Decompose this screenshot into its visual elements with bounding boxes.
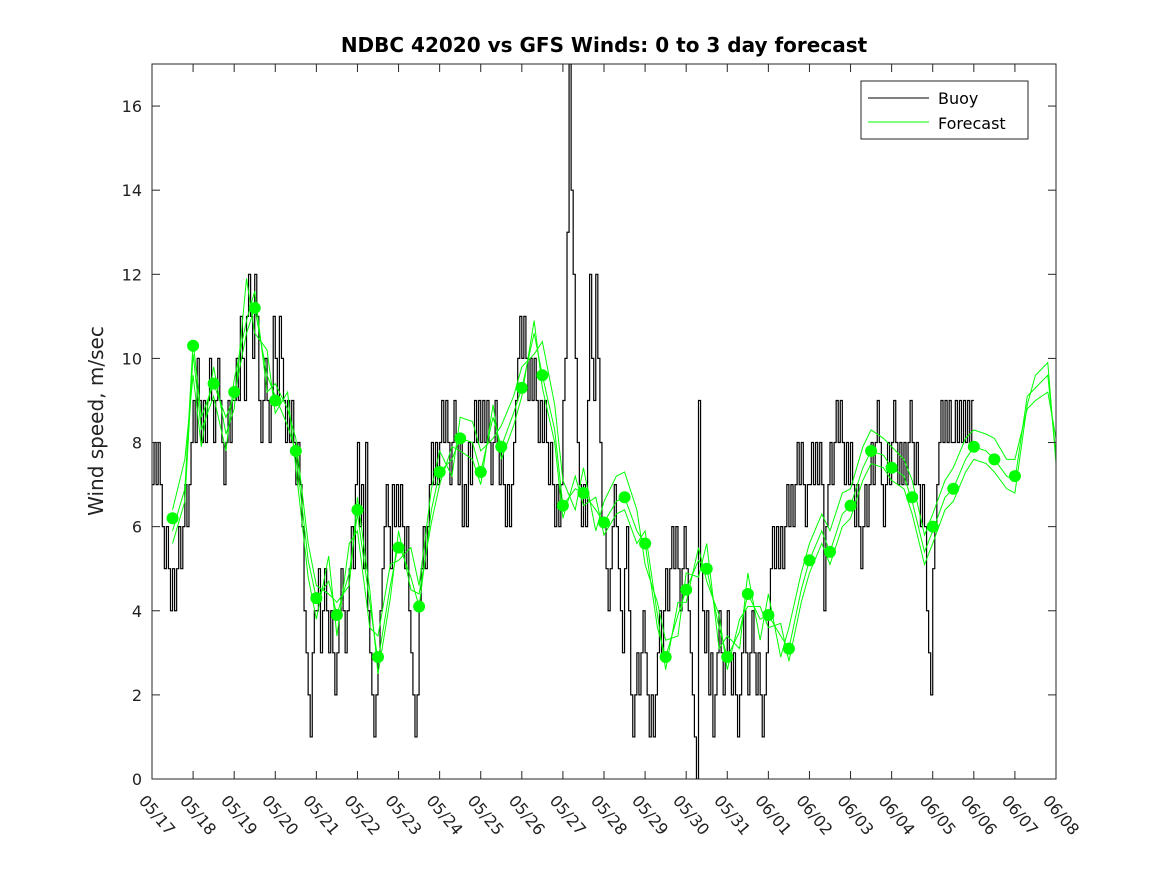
forecast-series-line-3 bbox=[172, 290, 1056, 674]
buoy-series-line bbox=[152, 64, 974, 779]
y-tick-label: 0 bbox=[132, 770, 142, 789]
x-tick-label: 05/28 bbox=[587, 791, 631, 839]
y-tick-label: 2 bbox=[132, 686, 142, 705]
forecast-marker bbox=[782, 642, 795, 655]
x-tick-label: 05/31 bbox=[710, 791, 754, 839]
x-tick-label: 05/22 bbox=[340, 791, 384, 839]
x-tick-label: 06/05 bbox=[916, 791, 960, 839]
y-tick-label: 16 bbox=[122, 97, 142, 116]
plot-area bbox=[152, 64, 1056, 779]
x-tick-label: 06/03 bbox=[833, 791, 877, 839]
forecast-marker bbox=[187, 339, 200, 352]
forecast-marker bbox=[639, 537, 652, 550]
x-tick-label: 05/30 bbox=[669, 791, 713, 839]
forecast-marker bbox=[228, 386, 241, 399]
x-tick-label: 05/29 bbox=[628, 791, 672, 839]
forecast-marker bbox=[844, 499, 857, 512]
forecast-marker bbox=[865, 444, 878, 457]
forecast-marker bbox=[803, 554, 816, 567]
forecast-marker bbox=[248, 301, 261, 314]
y-tick-label: 6 bbox=[132, 518, 142, 537]
y-tick-label: 10 bbox=[122, 349, 142, 368]
y-tick-label: 12 bbox=[122, 265, 142, 284]
y-tick-label: 14 bbox=[122, 181, 142, 200]
forecast-marker bbox=[536, 369, 549, 382]
forecast-marker bbox=[289, 444, 302, 457]
forecast-marker bbox=[351, 503, 364, 516]
forecast-marker bbox=[372, 651, 384, 664]
forecast-marker bbox=[598, 516, 610, 529]
forecast-marker bbox=[1008, 470, 1021, 483]
y-tick-label: 4 bbox=[132, 602, 142, 621]
legend: Buoy Forecast bbox=[860, 80, 1029, 140]
forecast-marker bbox=[392, 541, 405, 554]
x-tick-label: 05/17 bbox=[135, 791, 179, 839]
forecast-marker bbox=[947, 482, 960, 495]
x-tick-label: 05/24 bbox=[423, 791, 467, 839]
x-tick-label: 06/02 bbox=[792, 791, 836, 839]
x-tick-label: 05/20 bbox=[258, 791, 302, 839]
forecast-series-line-2 bbox=[172, 278, 1056, 658]
forecast-marker bbox=[515, 381, 528, 394]
chart-title: NDBC 42020 vs GFS Winds: 0 to 3 day fore… bbox=[341, 33, 868, 57]
x-tick-label: 06/04 bbox=[875, 791, 919, 839]
forecast-marker bbox=[659, 651, 672, 664]
forecast-marker bbox=[988, 453, 1001, 466]
forecast-marker bbox=[330, 608, 343, 621]
x-tick-label: 06/06 bbox=[957, 791, 1001, 839]
legend-box bbox=[860, 80, 1029, 140]
forecast-marker bbox=[700, 562, 713, 575]
x-tick-label: 05/25 bbox=[464, 791, 508, 839]
forecast-marker bbox=[741, 587, 754, 600]
y-axis-label: Wind speed, m/sec bbox=[84, 326, 108, 516]
forecast-marker bbox=[906, 491, 919, 504]
x-tick-label: 05/23 bbox=[381, 791, 425, 839]
legend-forecast-label: Forecast bbox=[938, 114, 1006, 133]
forecast-marker bbox=[413, 600, 426, 613]
forecast-marker bbox=[166, 512, 179, 525]
x-tick-label: 05/27 bbox=[546, 791, 590, 839]
forecast-marker bbox=[269, 394, 282, 407]
forecast-marker bbox=[433, 465, 446, 478]
forecast-marker bbox=[556, 499, 569, 512]
forecast-marker bbox=[762, 608, 775, 621]
forecast-marker bbox=[967, 440, 980, 453]
x-tick-label: 05/18 bbox=[176, 791, 220, 839]
y-tick-label: 8 bbox=[132, 434, 142, 453]
forecast-marker bbox=[926, 520, 939, 533]
forecast-marker bbox=[577, 487, 590, 499]
forecast-marker bbox=[618, 491, 631, 504]
forecast-marker bbox=[680, 583, 693, 596]
x-tick-label: 06/01 bbox=[751, 791, 795, 839]
x-tick-label: 06/07 bbox=[998, 791, 1042, 839]
forecast-marker bbox=[474, 465, 487, 478]
forecast-marker bbox=[885, 461, 898, 474]
forecast-marker bbox=[207, 377, 220, 390]
x-tick-label: 05/26 bbox=[505, 791, 549, 839]
forecast-marker bbox=[495, 440, 508, 453]
legend-buoy-label: Buoy bbox=[938, 89, 978, 108]
forecast-marker bbox=[310, 592, 323, 605]
x-tick-label: 05/21 bbox=[299, 791, 343, 839]
x-tick-label: 06/08 bbox=[1039, 791, 1083, 839]
forecast-marker bbox=[824, 545, 836, 558]
forecast-marker bbox=[721, 651, 734, 664]
forecast-marker bbox=[454, 432, 467, 445]
x-tick-label: 05/19 bbox=[217, 791, 261, 839]
